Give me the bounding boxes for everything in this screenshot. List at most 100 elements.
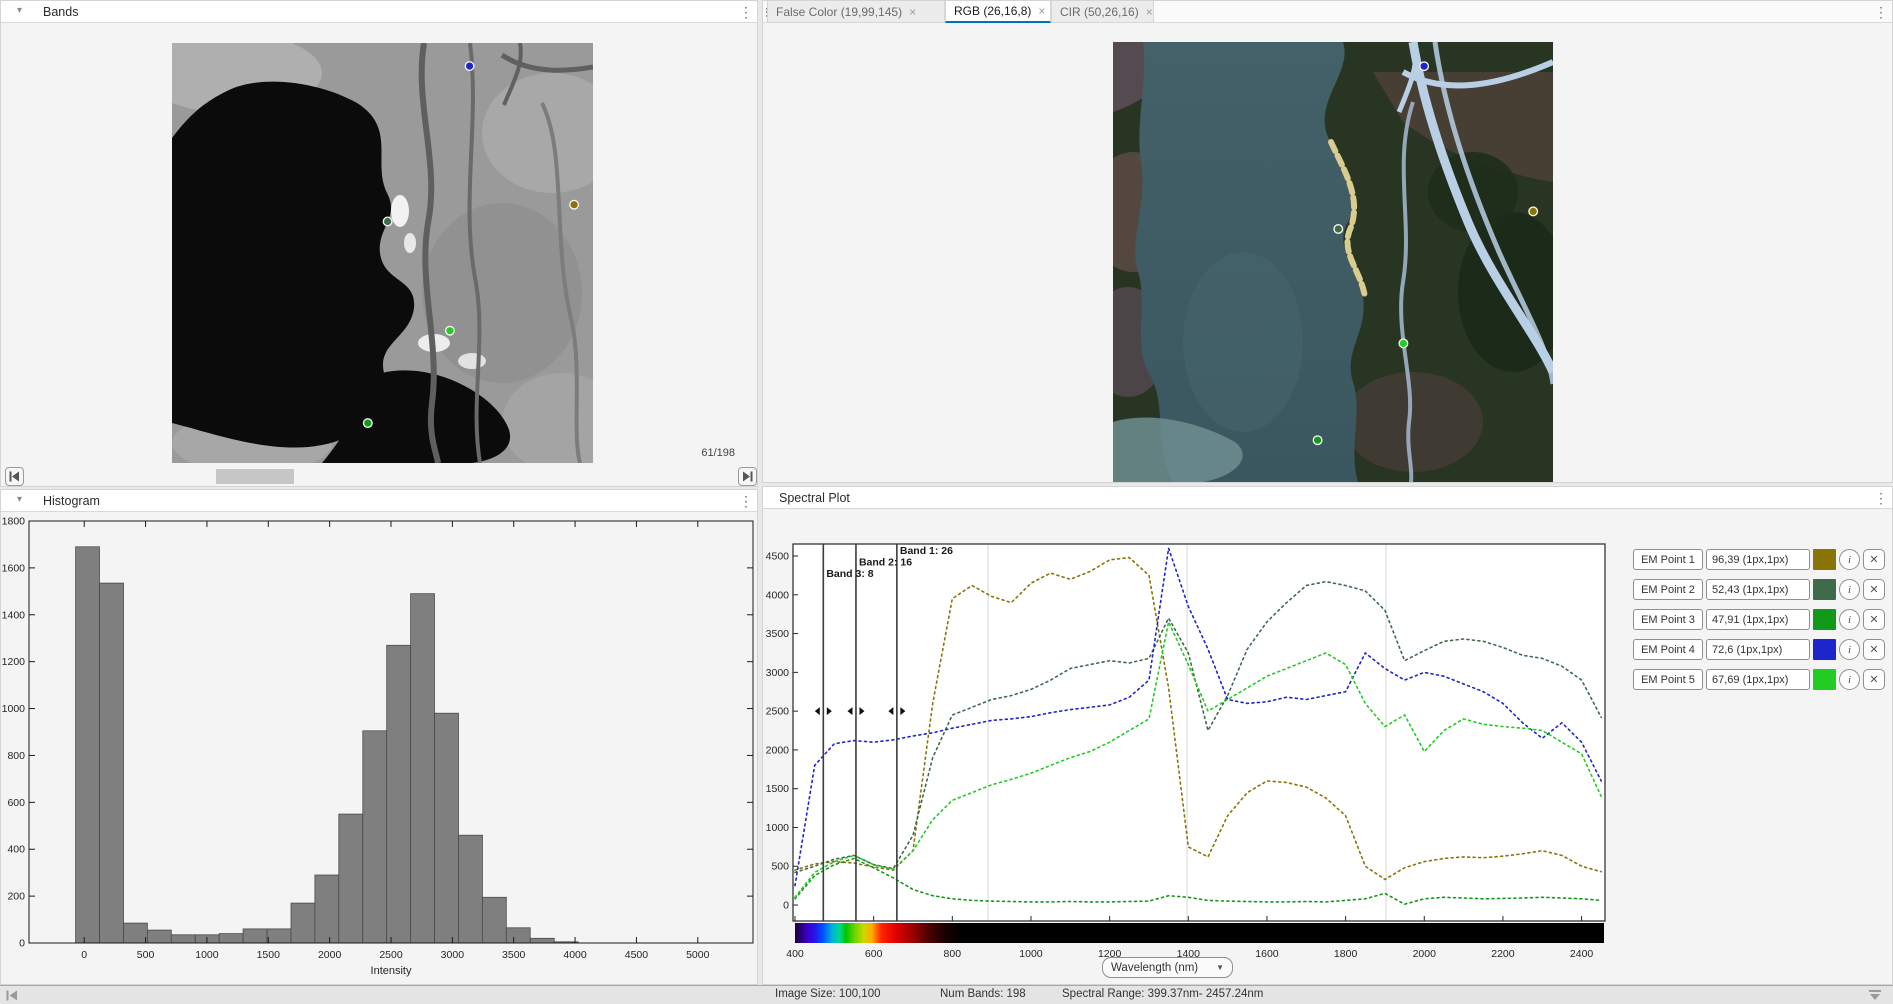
spectral-menu-icon[interactable]: ⋮ bbox=[1874, 490, 1888, 506]
em-point-color-swatch[interactable] bbox=[1813, 549, 1836, 570]
svg-text:2000: 2000 bbox=[318, 949, 342, 961]
svg-text:0: 0 bbox=[81, 949, 87, 961]
em-point-color-swatch[interactable] bbox=[1813, 639, 1836, 660]
svg-text:3000: 3000 bbox=[441, 949, 465, 961]
spectral-panel-title: Spectral Plot bbox=[779, 491, 850, 505]
bands-menu-icon[interactable]: ⋮ bbox=[739, 4, 753, 20]
em-point-remove-button[interactable]: ✕ bbox=[1863, 639, 1885, 660]
bands-panel-header: ▾ Bands ⋮ bbox=[1, 1, 757, 23]
em-point-color-swatch[interactable] bbox=[1813, 609, 1836, 630]
em-point-name[interactable]: EM Point 3 bbox=[1633, 609, 1703, 630]
tab-close-icon[interactable]: × bbox=[1145, 4, 1153, 19]
last-band-button[interactable] bbox=[738, 467, 757, 486]
em-point-name[interactable]: EM Point 2 bbox=[1633, 579, 1703, 600]
em-point-info-button[interactable]: i bbox=[1839, 549, 1860, 570]
svg-text:4500: 4500 bbox=[766, 551, 790, 563]
em-point-coords[interactable]: 67,69 (1px,1px) bbox=[1706, 669, 1810, 690]
svg-text:200: 200 bbox=[7, 891, 25, 903]
em-point-coords[interactable]: 52,43 (1px,1px) bbox=[1706, 579, 1810, 600]
em-point-remove-button[interactable]: ✕ bbox=[1863, 609, 1885, 630]
collapse-down-icon[interactable] bbox=[1868, 990, 1882, 1001]
skip-to-last-icon bbox=[743, 471, 753, 482]
band-handle-left-icon[interactable] bbox=[888, 707, 894, 716]
status-spectral-range: Spectral Range: 399.37nm- 2457.24nm bbox=[1062, 988, 1264, 1000]
tab-label: RGB (26,16,8) bbox=[954, 4, 1032, 18]
spectral-curve-em-point-4 bbox=[794, 548, 1603, 887]
band-marker-label: Band 3: 8 bbox=[826, 568, 873, 580]
svg-text:1400: 1400 bbox=[2, 609, 26, 621]
band-scrollbar-thumb[interactable] bbox=[216, 469, 294, 484]
spectral-plot-panel: Spectral Plot ⋮ 0 500 1000 1500 2000 2500 3000… bbox=[762, 486, 1893, 985]
band-handle-left-icon[interactable] bbox=[814, 707, 820, 716]
band-grayscale-image[interactable] bbox=[142, 33, 622, 473]
em-point-name[interactable]: EM Point 5 bbox=[1633, 669, 1703, 690]
collapse-left-icon[interactable] bbox=[6, 990, 18, 1001]
em-point-color-swatch[interactable] bbox=[1813, 669, 1836, 690]
band-handle-right-icon[interactable] bbox=[826, 707, 832, 716]
tab-cir[interactable]: CIR (50,26,16) × bbox=[1051, 1, 1154, 23]
rgb-image[interactable] bbox=[1088, 41, 1568, 483]
svg-text:1500: 1500 bbox=[257, 949, 281, 961]
svg-text:400: 400 bbox=[786, 948, 804, 960]
svg-text:1600: 1600 bbox=[2, 562, 26, 574]
svg-text:3500: 3500 bbox=[766, 628, 790, 640]
x-axis-units-dropdown[interactable]: Wavelength (nm) ▼ bbox=[1102, 957, 1233, 978]
svg-text:4500: 4500 bbox=[625, 949, 649, 961]
svg-text:1500: 1500 bbox=[766, 783, 790, 795]
em-point-name[interactable]: EM Point 1 bbox=[1633, 549, 1703, 570]
svg-text:400: 400 bbox=[7, 844, 25, 856]
svg-text:0: 0 bbox=[19, 938, 25, 950]
image-tab-menu-icon[interactable]: ⋮ bbox=[1874, 4, 1888, 20]
band-image-markers bbox=[362, 61, 580, 429]
band-handle-right-icon[interactable] bbox=[859, 707, 865, 716]
svg-text:1800: 1800 bbox=[2, 516, 26, 528]
bands-panel-title: Bands bbox=[43, 5, 79, 19]
em-point-coords[interactable]: 72,6 (1px,1px) bbox=[1706, 639, 1810, 660]
histogram-panel-title: Histogram bbox=[43, 494, 100, 508]
em-point-info-button[interactable]: i bbox=[1839, 609, 1860, 630]
svg-text:4000: 4000 bbox=[766, 589, 790, 601]
svg-text:500: 500 bbox=[137, 949, 155, 961]
tab-rgb[interactable]: RGB (26,16,8) × bbox=[945, 1, 1051, 23]
band-handle-right-icon[interactable] bbox=[900, 707, 906, 716]
em-point-color-swatch[interactable] bbox=[1813, 579, 1836, 600]
svg-text:500: 500 bbox=[771, 861, 789, 873]
svg-text:3500: 3500 bbox=[502, 949, 526, 961]
em-point-remove-button[interactable]: ✕ bbox=[1863, 669, 1885, 690]
image-tabbar: False Color (19,99,145) × RGB (26,16,8) … bbox=[763, 1, 1892, 23]
em-point-coords[interactable]: 47,91 (1px,1px) bbox=[1706, 609, 1810, 630]
em-point-remove-button[interactable]: ✕ bbox=[1863, 579, 1885, 600]
status-image-size: Image Size: 100,100 bbox=[775, 988, 881, 1000]
em-point-info-button[interactable]: i bbox=[1839, 639, 1860, 660]
histogram-panel: ▾ Histogram ⋮ 0 500 1000 1500 2000 2500 3000 35… bbox=[0, 489, 758, 985]
svg-text:600: 600 bbox=[865, 948, 883, 960]
svg-text:2400: 2400 bbox=[1570, 948, 1594, 960]
svg-text:0: 0 bbox=[783, 900, 789, 912]
em-point-remove-button[interactable]: ✕ bbox=[1863, 549, 1885, 570]
collapse-histogram-icon[interactable]: ▾ bbox=[17, 494, 23, 505]
band-handle-left-icon[interactable] bbox=[847, 707, 853, 716]
em-point-name[interactable]: EM Point 4 bbox=[1633, 639, 1703, 660]
tab-false-color[interactable]: False Color (19,99,145) × bbox=[767, 1, 945, 23]
em-point-row: EM Point 3 47,91 (1px,1px) i ✕ bbox=[1633, 609, 1885, 630]
em-point-info-button[interactable]: i bbox=[1839, 579, 1860, 600]
status-bar: Image Size: 100,100 Num Bands: 198 Spect… bbox=[0, 985, 1893, 1004]
wavelength-colorbar[interactable] bbox=[795, 923, 1604, 943]
histogram-panel-header: ▾ Histogram ⋮ bbox=[1, 490, 757, 512]
svg-text:2000: 2000 bbox=[766, 744, 790, 756]
histogram-menu-icon[interactable]: ⋮ bbox=[739, 493, 753, 509]
tab-close-icon[interactable]: × bbox=[909, 4, 917, 19]
bands-panel: ▾ Bands ⋮ bbox=[0, 0, 758, 487]
tab-close-icon[interactable]: × bbox=[1038, 4, 1046, 18]
em-point-row: EM Point 5 67,69 (1px,1px) i ✕ bbox=[1633, 669, 1885, 690]
em-point-info-button[interactable]: i bbox=[1839, 669, 1860, 690]
spectral-plot-chart: 0 500 1000 1500 2000 2500 3000 3500 4000 4500 Band… bbox=[766, 543, 1606, 960]
first-band-button[interactable] bbox=[5, 467, 24, 486]
em-point-coords[interactable]: 96,39 (1px,1px) bbox=[1706, 549, 1810, 570]
spectral-panel-header: Spectral Plot ⋮ bbox=[763, 487, 1892, 509]
status-num-bands: Num Bands: 198 bbox=[940, 988, 1026, 1000]
svg-text:1000: 1000 bbox=[195, 949, 219, 961]
svg-text:1000: 1000 bbox=[766, 822, 790, 834]
collapse-bands-icon[interactable]: ▾ bbox=[17, 5, 23, 16]
